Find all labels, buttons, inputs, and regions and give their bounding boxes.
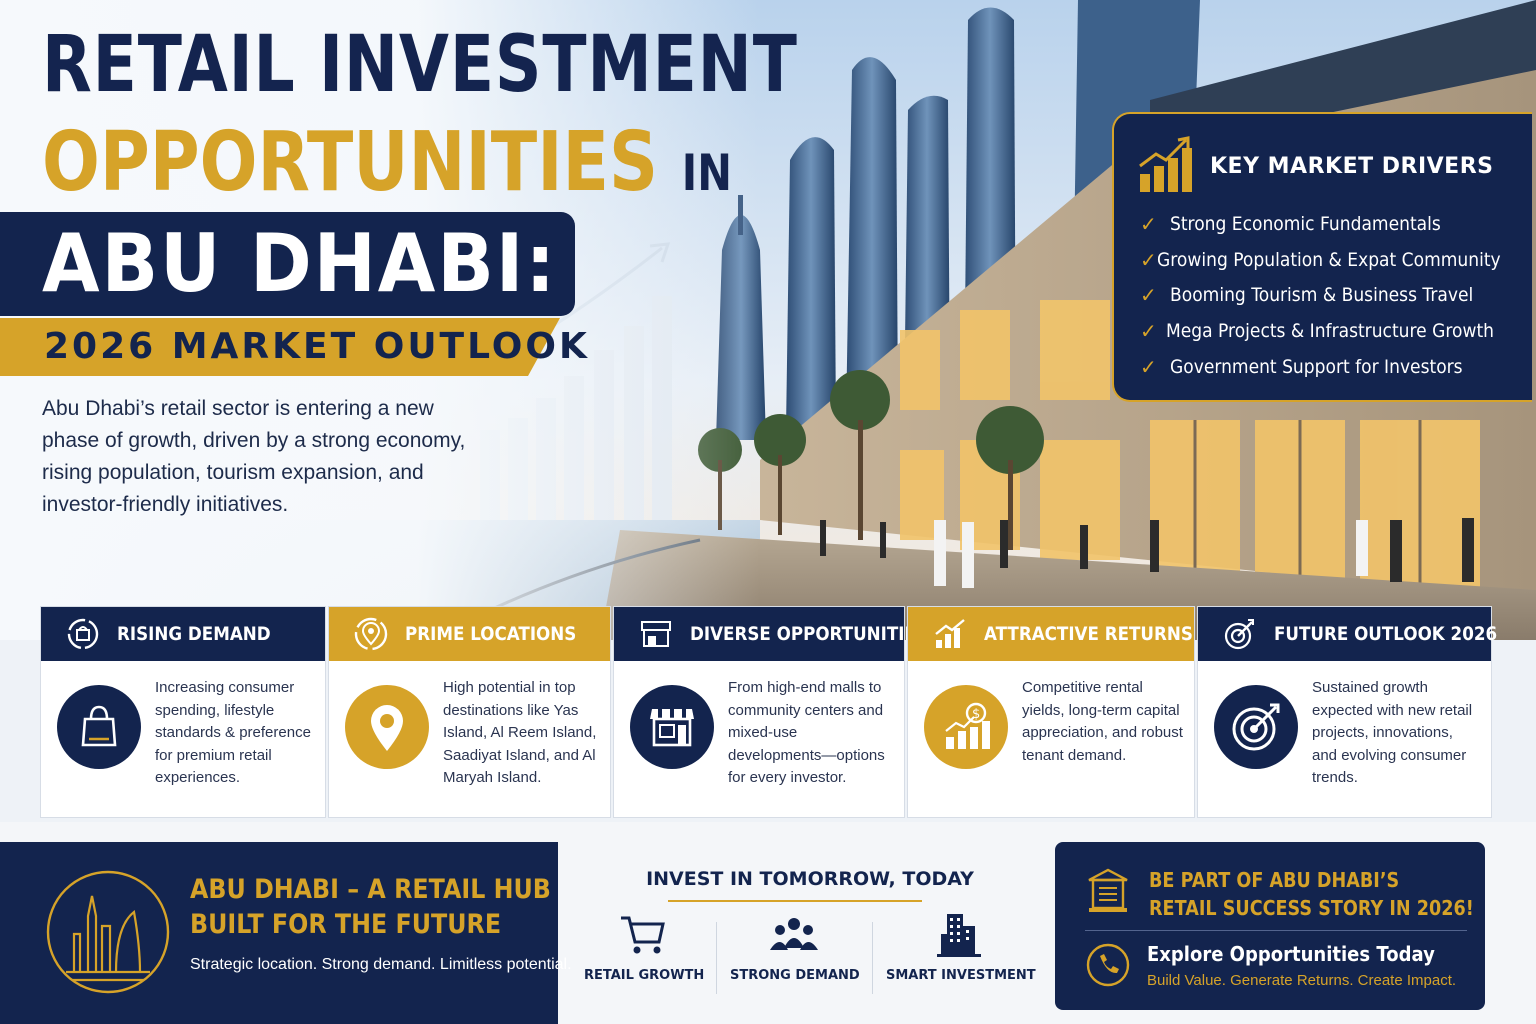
- card-diverse-opportunities: DIVERSE OPPORTUNITIES From high-end mall…: [613, 606, 928, 818]
- divider: [716, 922, 717, 994]
- drivers-title: KEY MARKET DRIVERS: [1210, 154, 1494, 179]
- divider: [872, 922, 873, 994]
- card-header: ATTRACTIVE RETURNS: [908, 607, 1194, 661]
- invest-item-smart-investment: SMART INVESTMENT: [886, 910, 1036, 990]
- building-icon: [937, 914, 981, 957]
- title-navy-band: [0, 212, 575, 316]
- hub-title-line-2: BUILT FOR THE FUTURE: [190, 909, 502, 940]
- checkmark-icon: ✓: [1140, 319, 1157, 344]
- card-attractive-returns: ATTRACTIVE RETURNS $ Competitive rental …: [907, 606, 1195, 818]
- title-line-2: OPPORTUNITIES IN: [42, 122, 732, 204]
- feature-cards: RISING DEMAND Increasing consumer spendi…: [40, 606, 1497, 820]
- driver-item: ✓ Mega Projects & Infrastructure Growth: [1140, 319, 1494, 344]
- intro-paragraph: Abu Dhabi’s retail sector is entering a …: [42, 397, 466, 516]
- driver-item: ✓ Strong Economic Fundamentals: [1140, 211, 1441, 236]
- hub-tagline: Strategic location. Strong demand. Limit…: [190, 956, 572, 973]
- phone-icon: [1086, 943, 1130, 987]
- card-icon-circle: $: [924, 685, 1008, 769]
- cta-slogan: Build Value. Generate Returns. Create Im…: [1147, 972, 1457, 989]
- card-title: PRIME LOCATIONS: [405, 623, 577, 645]
- returns-chart-icon: $: [945, 702, 990, 749]
- card-header: DIVERSE OPPORTUNITIES: [614, 607, 928, 661]
- card-title: FUTURE OUTLOOK 2026: [1274, 623, 1498, 645]
- driver-item: ✓ Booming Tourism & Business Travel: [1140, 283, 1474, 308]
- card-icon-circle: [345, 685, 429, 769]
- location-circle-icon: [354, 617, 388, 651]
- checkmark-icon: ✓: [1140, 355, 1157, 380]
- key-market-drivers-panel: KEY MARKET DRIVERS ✓ Strong Economic Fund…: [1112, 112, 1532, 402]
- subtitle: 2026 MARKET OUTLOOK: [44, 326, 590, 367]
- card-header: RISING DEMAND: [41, 607, 325, 661]
- explore-opportunities-link[interactable]: Explore Opportunities Today: [1147, 942, 1435, 966]
- cta-divider: [1085, 930, 1467, 931]
- card-future-outlook: FUTURE OUTLOOK 2026 Sustained growth exp…: [1197, 606, 1497, 818]
- returns-header-icon: [935, 619, 965, 648]
- invest-item-strong-demand: STRONG DEMAND: [730, 910, 860, 990]
- title-line-3: ABU DHABI:: [42, 217, 557, 310]
- shopping-bag-icon: [81, 705, 117, 747]
- card-icon-circle: [630, 685, 714, 769]
- cta-headline-line-1: BE PART OF ABU DHABI’S: [1149, 868, 1400, 892]
- retail-hub-banner: ABU DHABI – A RETAIL HUB BUILT FOR THE F…: [0, 842, 572, 1024]
- driver-item: ✓ Government Support for Investors: [1140, 355, 1463, 380]
- card-text: Competitive rental yields, long-term cap…: [1022, 679, 1183, 764]
- card-icon-circle: [57, 685, 141, 769]
- target-header-icon: [1224, 619, 1254, 650]
- people-group-icon: [770, 918, 818, 950]
- subtitle-gold-band: [0, 318, 560, 376]
- retail-box-icon: [1088, 868, 1128, 912]
- invest-item-retail-growth: RETAIL GROWTH: [584, 910, 705, 990]
- skyline-emblem-icon: [46, 870, 170, 994]
- call-to-action-panel[interactable]: BE PART OF ABU DHABI’S RETAIL SUCCESS ST…: [1055, 842, 1485, 1010]
- card-rising-demand: RISING DEMAND Increasing consumer spendi…: [40, 606, 326, 818]
- checkmark-icon: ✓: [1140, 283, 1157, 308]
- checkmark-icon: ✓: [1140, 247, 1157, 272]
- store-header-icon: [641, 621, 671, 647]
- cta-headline-line-2: RETAIL SUCCESS STORY IN 2026!: [1149, 896, 1474, 920]
- card-text: From high-end malls to community centers…: [728, 679, 885, 787]
- card-prime-locations: PRIME LOCATIONS High potential in top de…: [328, 606, 611, 818]
- growth-chart-icon: [1139, 136, 1192, 192]
- driver-item: ✓ Growing Population & Expat Community: [1140, 247, 1501, 272]
- cta-headline: BE PART OF ABU DHABI’S RETAIL SUCCESS ST…: [1149, 866, 1474, 922]
- hub-title-line-1: ABU DHABI – A RETAIL HUB: [190, 874, 551, 905]
- invest-item-label: RETAIL GROWTH: [584, 968, 705, 983]
- demand-circle-icon: [67, 618, 99, 650]
- drivers-list: ✓ Strong Economic Fundamentals ✓ Growing P…: [1140, 206, 1530, 385]
- card-text: High potential in top destinations like …: [443, 679, 597, 787]
- title-in: IN: [681, 144, 732, 202]
- card-text: Increasing consumer spending, lifestyle …: [155, 679, 311, 787]
- card-text: Sustained growth expected with new retai…: [1312, 679, 1473, 787]
- invest-title: INVEST IN TOMORROW, TODAY: [646, 868, 974, 890]
- storefront-icon: [650, 709, 694, 747]
- checkmark-icon: ✓: [1140, 211, 1157, 236]
- card-title: RISING DEMAND: [117, 623, 271, 645]
- title-line-1: RETAIL INVESTMENT: [42, 20, 798, 110]
- invest-underline: [668, 900, 922, 902]
- card-title: DIVERSE OPPORTUNITIES: [690, 623, 928, 645]
- invest-item-label: STRONG DEMAND: [730, 968, 860, 983]
- card-icon-circle: [1214, 685, 1298, 769]
- card-title: ATTRACTIVE RETURNS: [984, 623, 1193, 645]
- invest-item-label: SMART INVESTMENT: [886, 968, 1036, 983]
- title-opportunities: OPPORTUNITIES: [42, 115, 659, 210]
- shopping-cart-icon: [621, 916, 665, 954]
- svg-text:$: $: [972, 707, 980, 722]
- hub-title: ABU DHABI – A RETAIL HUB BUILT FOR THE F…: [190, 872, 551, 942]
- card-header: FUTURE OUTLOOK 2026: [1198, 607, 1497, 661]
- location-pin-icon: [371, 705, 403, 751]
- card-header: PRIME LOCATIONS: [329, 607, 610, 661]
- target-icon: [1232, 703, 1280, 751]
